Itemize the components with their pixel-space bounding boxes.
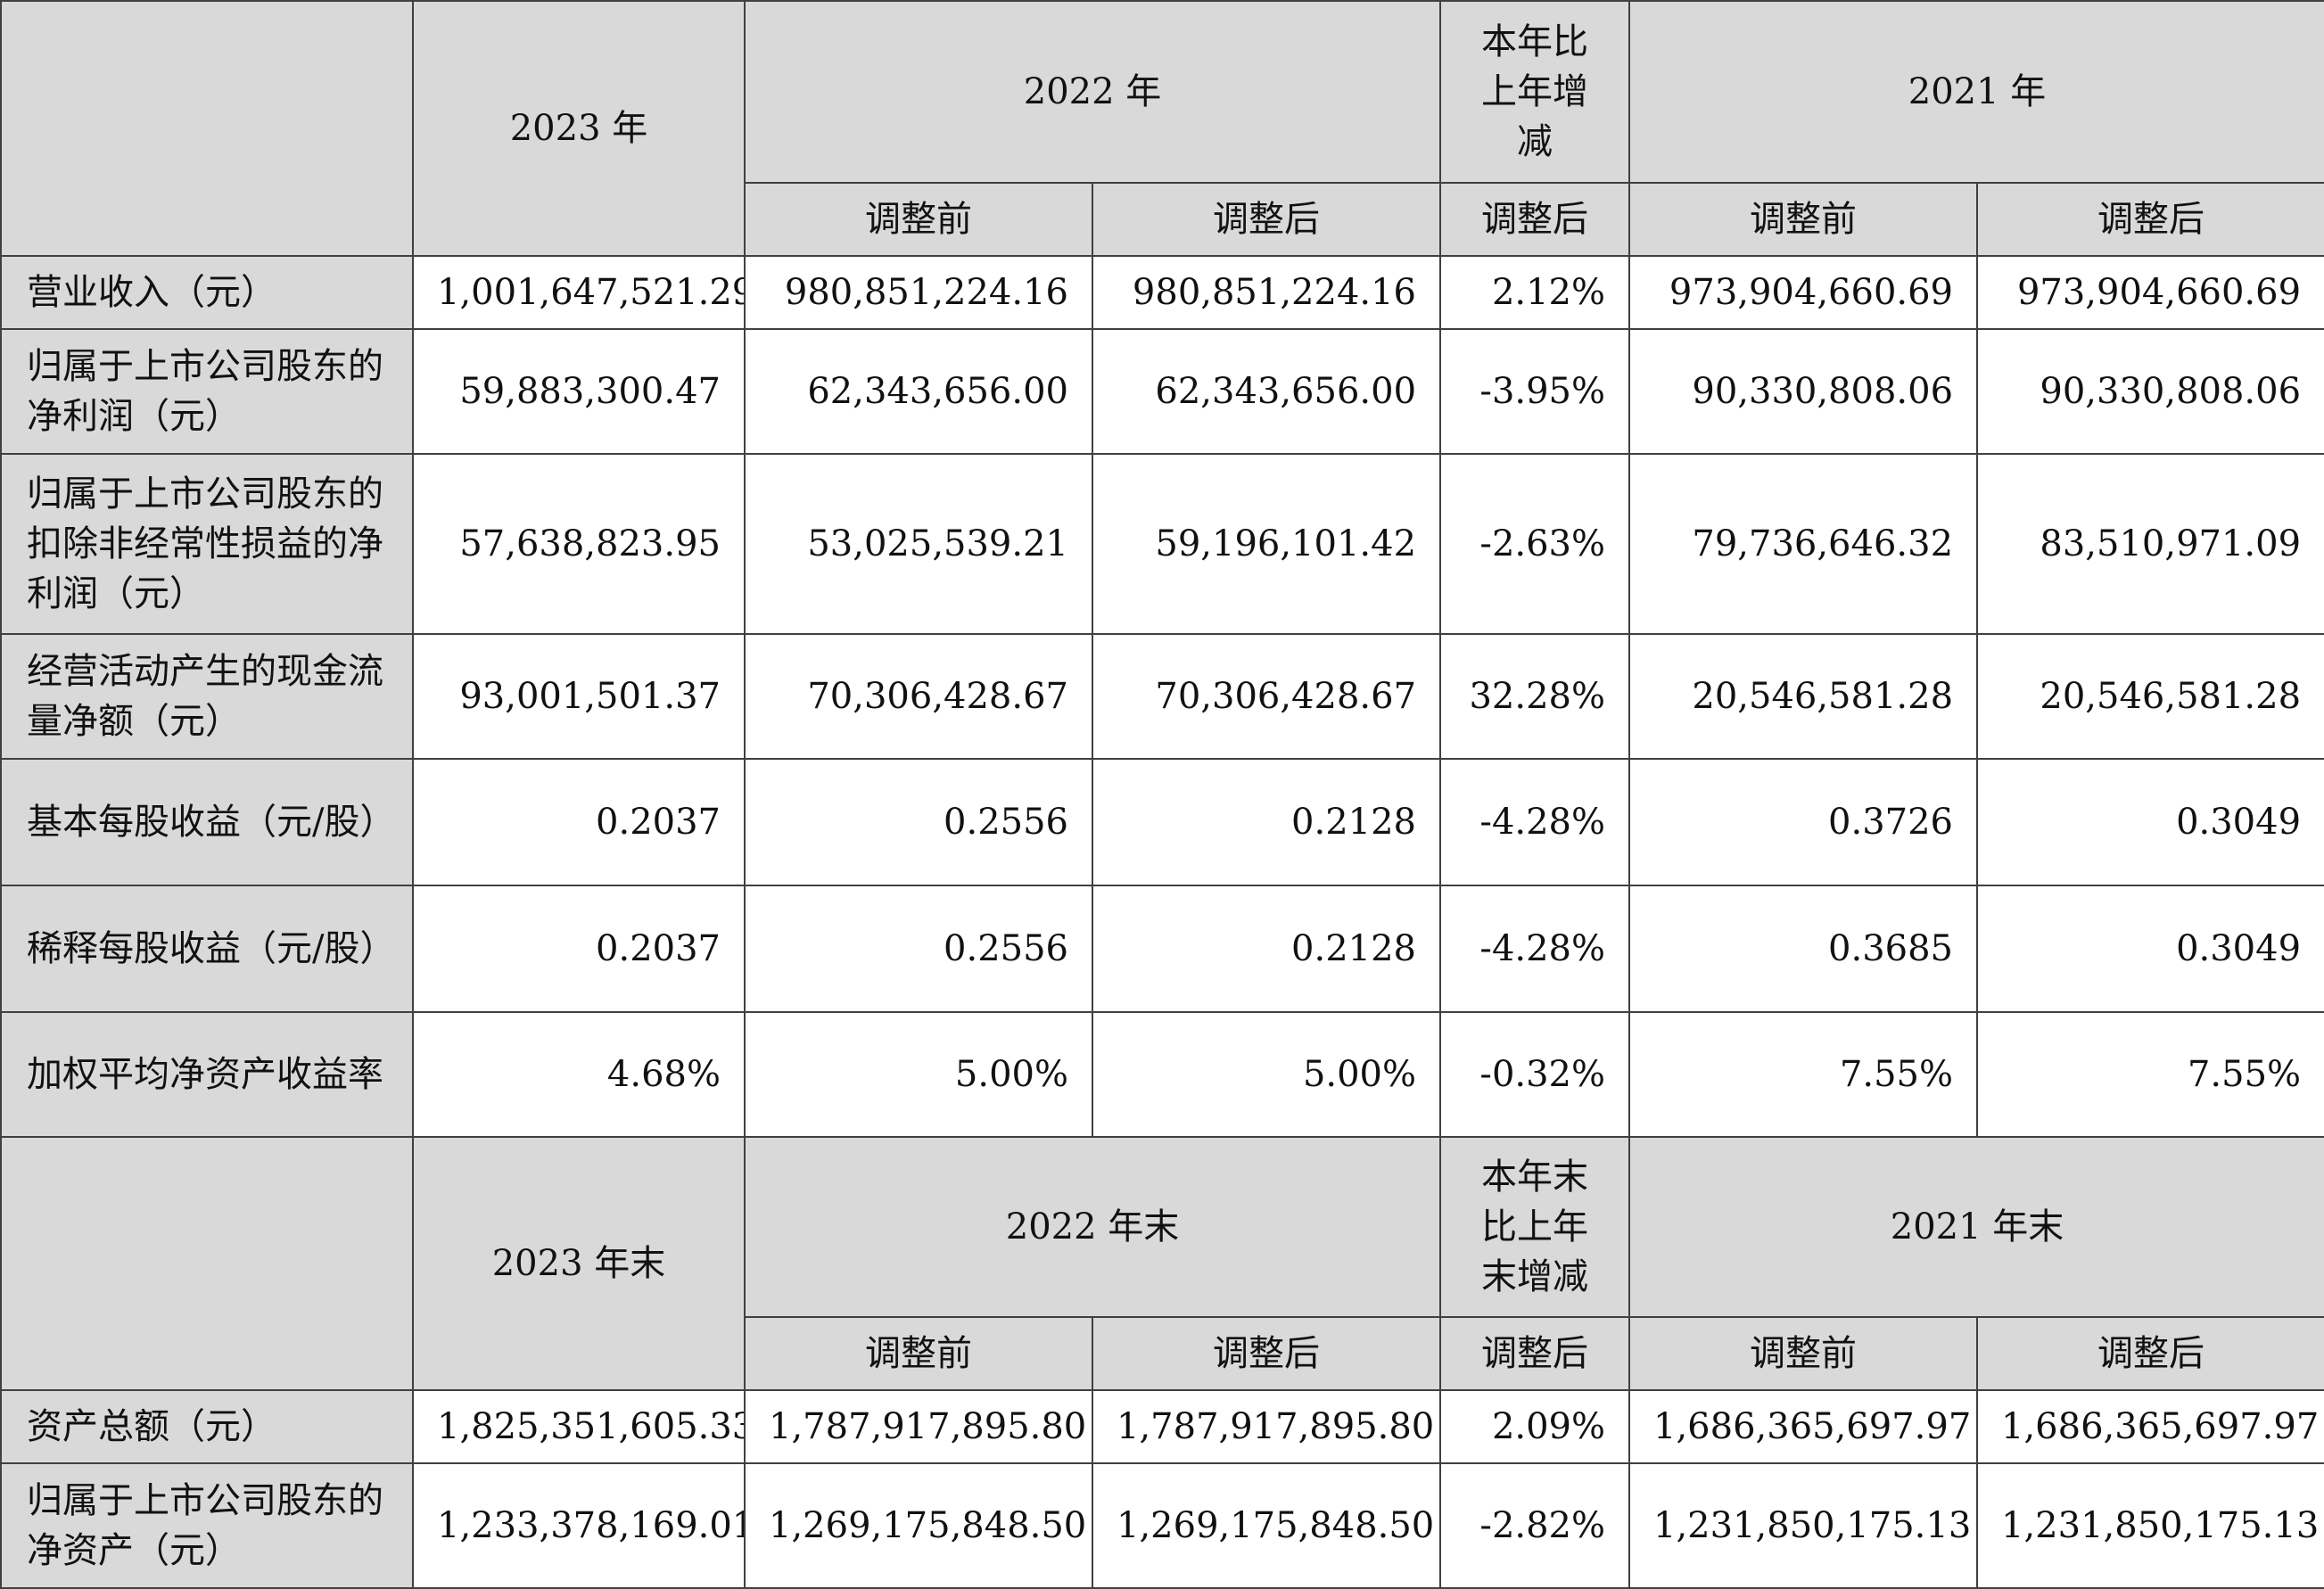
cell-2021-after: 90,330,808.06 — [1976, 328, 2324, 455]
cell-2021-before: 90,330,808.06 — [1628, 328, 1979, 455]
header-2021-end: 2021 年末 — [1628, 1136, 2324, 1318]
cell-change: -3.95% — [1439, 328, 1631, 455]
subheader-2021-before: 调整前 — [1628, 182, 1979, 257]
table-row: 稀释每股收益（元/股） 0.2037 0.2556 0.2128 -4.28% … — [0, 885, 2324, 1013]
cell-2022-after: 70,306,428.67 — [1091, 633, 1442, 760]
table-row: 基本每股收益（元/股） 0.2037 0.2556 0.2128 -4.28% … — [0, 758, 2324, 886]
cell-2023: 0.2037 — [412, 758, 746, 886]
cell-2021-before: 79,736,646.32 — [1628, 453, 1979, 635]
section2-header-row: 2023 年末 2022 年末 本年末比上年末增减 2021 年末 — [0, 1136, 2324, 1391]
subheader-2021-after: 调整后 — [1976, 182, 2324, 257]
cell-2022-before: 62,343,656.00 — [744, 328, 1093, 455]
row-label: 稀释每股收益（元/股） — [0, 885, 414, 1013]
cell-2023: 57,638,823.95 — [412, 453, 746, 635]
cell-2022-after: 0.2128 — [1091, 885, 1442, 1013]
header-2022: 2022 年 — [743, 0, 1442, 184]
table-row: 归属于上市公司股东的净利润（元） 59,883,300.47 62,343,65… — [0, 328, 2324, 455]
subheader-2022-before: 调整前 — [744, 182, 1093, 257]
subheader-2022-after: 调整后 — [1091, 1316, 1442, 1391]
cell-2021-after: 0.3049 — [1976, 885, 2324, 1013]
row-label: 归属于上市公司股东的净资产（元） — [0, 1462, 414, 1589]
cell-2023: 0.2037 — [412, 885, 746, 1013]
cell-2022-after: 62,343,656.00 — [1091, 328, 1442, 455]
section2-subheader-row: 调整前 调整后 调整后 调整前 调整后 — [1, 1316, 2324, 1391]
table-row: 归属于上市公司股东的扣除非经常性损益的净利润（元） 57,638,823.95 … — [0, 453, 2324, 635]
cell-change: -4.28% — [1439, 885, 1631, 1013]
cell-2023: 59,883,300.47 — [412, 328, 746, 455]
cell-2022-after: 5.00% — [1091, 1011, 1442, 1138]
cell-2021-after: 973,904,660.69 — [1976, 255, 2324, 330]
cell-2022-after: 980,851,224.16 — [1091, 255, 1442, 330]
table-row: 经营活动产生的现金流量净额（元） 93,001,501.37 70,306,42… — [0, 633, 2324, 760]
cell-2021-before: 7.55% — [1628, 1011, 1979, 1138]
cell-2023: 1,001,647,521.29 — [412, 255, 746, 330]
cell-2022-before: 980,851,224.16 — [744, 255, 1093, 330]
header-2023: 2023 年 — [412, 0, 746, 257]
subheader-2021-after: 调整后 — [1976, 1316, 2324, 1391]
cell-2021-before: 1,686,365,697.97 — [1628, 1389, 1979, 1464]
header-change: 本年比上年增减 — [1439, 0, 1631, 184]
cell-2023: 4.68% — [412, 1011, 746, 1138]
cell-2021-before: 973,904,660.69 — [1628, 255, 1979, 330]
cell-2022-after: 59,196,101.42 — [1091, 453, 1442, 635]
header-empty-cell — [0, 1136, 414, 1391]
cell-2022-before: 70,306,428.67 — [744, 633, 1093, 760]
cell-2021-before: 1,231,850,175.13 — [1628, 1462, 1979, 1589]
cell-2021-before: 0.3726 — [1628, 758, 1979, 886]
cell-2021-after: 83,510,971.09 — [1976, 453, 2324, 635]
cell-2022-before: 5.00% — [744, 1011, 1093, 1138]
subheader-change: 调整后 — [1439, 182, 1631, 257]
cell-change: 32.28% — [1439, 633, 1631, 760]
section1-subheader-row: 调整前 调整后 调整后 调整前 调整后 — [1, 182, 2324, 257]
header-2021: 2021 年 — [1628, 0, 2324, 184]
cell-change: -2.82% — [1439, 1462, 1631, 1589]
table-row: 资产总额（元） 1,825,351,605.33 1,787,917,895.8… — [0, 1389, 2324, 1464]
cell-2021-after: 1,231,850,175.13 — [1976, 1462, 2324, 1589]
row-label: 营业收入（元） — [0, 255, 414, 330]
table-row: 归属于上市公司股东的净资产（元） 1,233,378,169.01 1,269,… — [0, 1462, 2324, 1589]
cell-change: -0.32% — [1439, 1011, 1631, 1138]
cell-2023: 1,825,351,605.33 — [412, 1389, 746, 1464]
cell-2021-before: 20,546,581.28 — [1628, 633, 1979, 760]
section1-header-row: 2023 年 2022 年 本年比上年增减 2021 年 — [0, 0, 2324, 257]
cell-change: -2.63% — [1439, 453, 1631, 635]
row-label: 基本每股收益（元/股） — [0, 758, 414, 886]
cell-2021-after: 0.3049 — [1976, 758, 2324, 886]
row-label: 归属于上市公司股东的净利润（元） — [0, 328, 414, 455]
cell-change: -4.28% — [1439, 758, 1631, 886]
cell-2023: 93,001,501.37 — [412, 633, 746, 760]
cell-2021-after: 1,686,365,697.97 — [1976, 1389, 2324, 1464]
row-label: 归属于上市公司股东的扣除非经常性损益的净利润（元） — [0, 453, 414, 635]
subheader-2022-before: 调整前 — [744, 1316, 1093, 1391]
header-2023-end: 2023 年末 — [412, 1136, 746, 1391]
cell-2023: 1,233,378,169.01 — [412, 1462, 746, 1589]
cell-2022-before: 53,025,539.21 — [744, 453, 1093, 635]
subheader-2022-after: 调整后 — [1091, 182, 1442, 257]
subheader-2021-before: 调整前 — [1628, 1316, 1979, 1391]
table-row: 营业收入（元） 1,001,647,521.29 980,851,224.16 … — [0, 255, 2324, 330]
cell-2022-before: 1,787,917,895.80 — [744, 1389, 1093, 1464]
cell-change: 2.09% — [1439, 1389, 1631, 1464]
header-end-change: 本年末比上年末增减 — [1439, 1136, 1631, 1318]
table-row: 加权平均净资产收益率 4.68% 5.00% 5.00% -0.32% 7.55… — [0, 1011, 2324, 1138]
cell-2021-before: 0.3685 — [1628, 885, 1979, 1013]
cell-2022-after: 0.2128 — [1091, 758, 1442, 886]
cell-2021-after: 7.55% — [1976, 1011, 2324, 1138]
header-empty-cell — [0, 0, 414, 257]
cell-change: 2.12% — [1439, 255, 1631, 330]
header-2022-end: 2022 年末 — [743, 1136, 1442, 1318]
cell-2022-after: 1,787,917,895.80 — [1091, 1389, 1442, 1464]
cell-2022-after: 1,269,175,848.50 — [1091, 1462, 1442, 1589]
cell-2022-before: 0.2556 — [744, 885, 1093, 1013]
cell-2022-before: 0.2556 — [744, 758, 1093, 886]
cell-2021-after: 20,546,581.28 — [1976, 633, 2324, 760]
cell-2022-before: 1,269,175,848.50 — [744, 1462, 1093, 1589]
row-label: 资产总额（元） — [0, 1389, 414, 1464]
subheader-change: 调整后 — [1439, 1316, 1631, 1391]
row-label: 加权平均净资产收益率 — [0, 1011, 414, 1138]
row-label: 经营活动产生的现金流量净额（元） — [0, 633, 414, 760]
